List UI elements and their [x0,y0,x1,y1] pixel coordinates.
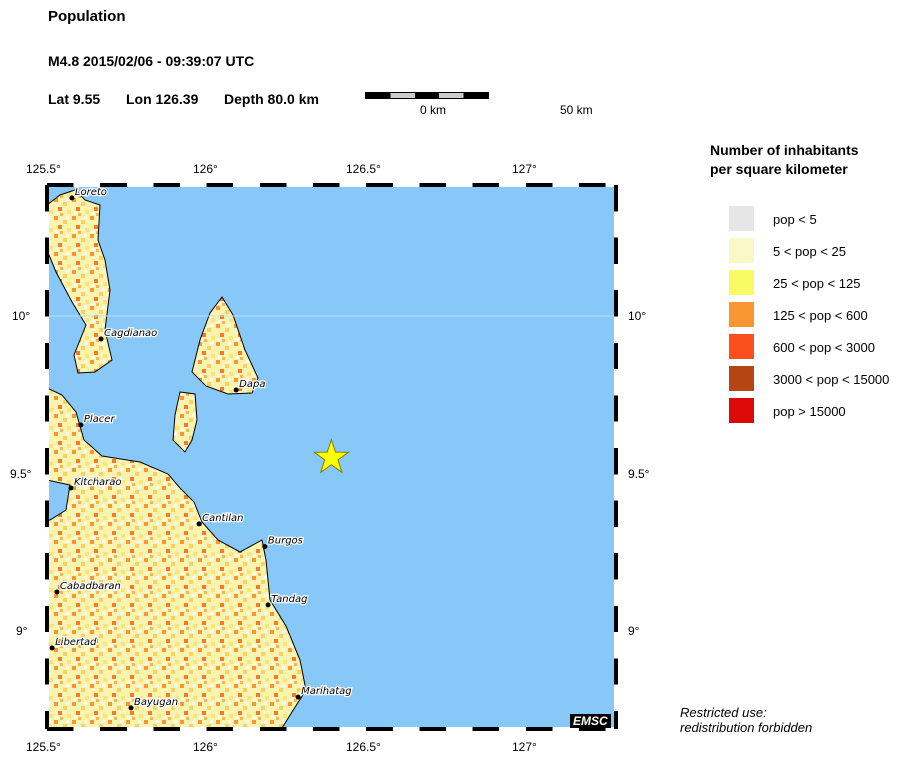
city-marker[interactable]: Cagdianao [98,327,159,342]
city-dot [54,589,60,595]
legend-swatch [729,238,754,263]
map-frame-top [47,183,617,187]
depth-label: Depth 80.0 km [224,91,319,107]
legend-swatch [729,398,754,423]
legend-swatch [729,302,754,327]
scale-end: 50 km [560,103,593,117]
city-marker[interactable]: Dapa [233,378,267,393]
city-marker[interactable]: Kitcharao [68,476,123,491]
city-label: Loreto [75,187,107,198]
lat-label: Lat 9.55 [48,91,101,107]
legend-title: Number of inhabitants per square kilomet… [710,141,859,179]
event-info: M4.8 2015/02/06 - 09:39:07 UTC [48,53,255,69]
map-frame-left [45,185,49,729]
city-label: Cantilan [202,513,243,524]
legend-label: 600 < pop < 3000 [773,340,875,355]
city-marker[interactable]: Libertad [49,636,98,651]
lon-tick: 125.5° [26,162,61,176]
lat-tick: 10° [628,309,647,323]
legend-swatch [729,206,754,231]
city-label: Libertad [55,637,97,648]
lat-tick: 9° [628,624,640,638]
city-dot [69,195,75,201]
city-marker[interactable]: Marihatag [295,685,353,700]
city-label: Dapa [239,379,265,390]
legend-label: pop < 5 [773,212,817,227]
epicenter-star-icon[interactable] [312,438,351,474]
land-mindanao [47,387,307,729]
city-marker[interactable]: Placer [78,413,117,428]
city-dot [128,705,134,711]
land-dinagat [47,189,113,374]
city-label: Cagdianao [104,328,157,339]
legend-label: 3000 < pop < 15000 [773,372,890,387]
city-dot [295,694,301,700]
legend-label: 25 < pop < 125 [773,276,861,291]
city-label: Tandag [271,594,307,605]
land-siargao [191,296,259,395]
city-dot [262,544,268,550]
map-title: Population [48,8,126,25]
city-dot [78,422,84,428]
city-dot [265,602,271,608]
map-frame-bottom [47,727,617,731]
city-marker[interactable]: Tandag [265,593,309,608]
map-frame-right [614,185,618,729]
city-marker[interactable]: Cabadbaran [54,580,122,595]
city-dot [68,485,74,491]
lon-tick: 127° [512,162,537,176]
land-bucas-grande [172,391,198,453]
lat-tick: 9.5° [10,467,32,481]
city-marker[interactable]: Loreto [69,186,108,201]
lat-tick: 9° [16,624,28,638]
lake-mainit [47,479,71,521]
emsc-logo: EMSC [570,714,611,728]
legend-swatch [729,366,754,391]
city-label: Bayugan [134,697,178,708]
scale-bar [365,92,489,99]
city-dot [49,645,55,651]
legend-label: 5 < pop < 25 [773,244,847,259]
lon-tick: 126° [193,740,218,754]
city-marker[interactable]: Cantilan [196,512,245,527]
usage-note-line1: Restricted use: [680,705,767,720]
lat-tick: 9.5° [628,467,650,481]
lon-label: Lon 126.39 [126,91,199,107]
city-label: Cabadbaran [60,581,121,592]
legend-swatch [729,334,754,359]
usage-note: Restricted use: redistribution forbidden [680,705,812,735]
city-marker[interactable]: Bayugan [128,696,179,711]
city-label: Kitcharao [74,477,122,488]
legend-title-line1: Number of inhabitants [710,142,859,158]
city-marker[interactable]: Burgos [262,534,304,550]
city-label: Marihatag [301,686,352,697]
city-dot [233,387,239,393]
population-map[interactable]: Loreto Cagdianao Dapa Placer Kitcharao Cantil… [47,185,617,729]
lon-tick: 126.5° [346,162,381,176]
city-dot [196,521,202,527]
lon-tick: 125.5° [26,740,61,754]
legend-swatch [729,270,754,295]
lon-tick: 127° [512,740,537,754]
city-label: Burgos [268,536,303,547]
legend-label: pop > 15000 [773,404,846,419]
lon-tick: 126° [193,162,218,176]
usage-note-line2: redistribution forbidden [680,720,813,735]
city-label: Placer [84,414,116,425]
lat-tick: 10° [12,309,31,323]
scale-start: 0 km [420,103,447,117]
legend-label: 125 < pop < 600 [773,308,868,323]
legend-title-line2: per square kilometer [710,161,848,177]
city-dot [98,336,104,342]
lon-tick: 126.5° [346,740,381,754]
